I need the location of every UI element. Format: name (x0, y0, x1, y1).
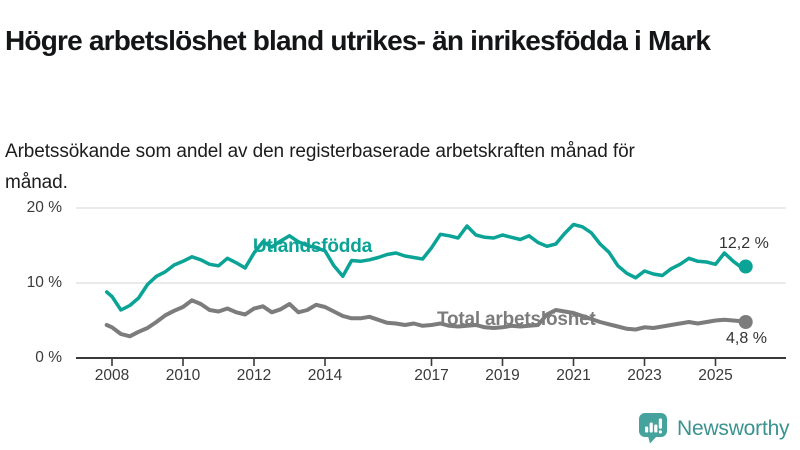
x-axis-tick-label: 2008 (94, 367, 130, 384)
x-axis-tick-label: 2017 (414, 367, 449, 384)
end-value-label-utlandsfodda: 12,2 % (719, 235, 769, 252)
x-axis-tick-label: 2019 (485, 367, 520, 384)
y-axis-tick-label: 10 % (26, 274, 62, 291)
end-value-label-total: 4,8 % (726, 330, 767, 347)
newsworthy-wordmark: Newsworthy (677, 416, 790, 440)
x-axis-tick-label: 2023 (627, 367, 662, 384)
newsworthy-chart-bubble-icon (639, 413, 667, 444)
y-axis-tick-label: 20 % (26, 199, 62, 216)
x-axis-tick-label: 2010 (165, 367, 201, 384)
page-title: Högre arbetslöshet bland utrikes- än inr… (5, 24, 711, 56)
x-axis-tick-label: 2025 (698, 367, 733, 384)
newsworthy-logo[interactable]: Newsworthy (638, 412, 790, 445)
x-axis-tick-label: 2021 (556, 367, 591, 384)
page-subtitle: Arbetssökande som andel av den registerb… (5, 141, 635, 193)
series-label-total-arbetsloshet: Total arbetslöshet (437, 309, 596, 330)
y-axis-tick-label: 0 % (35, 349, 62, 366)
x-axis-tick-label: 2014 (307, 367, 343, 384)
series-label-utlandsfodda: Utlandsfödda (253, 236, 372, 257)
x-axis-tick-label: 2012 (236, 367, 272, 384)
